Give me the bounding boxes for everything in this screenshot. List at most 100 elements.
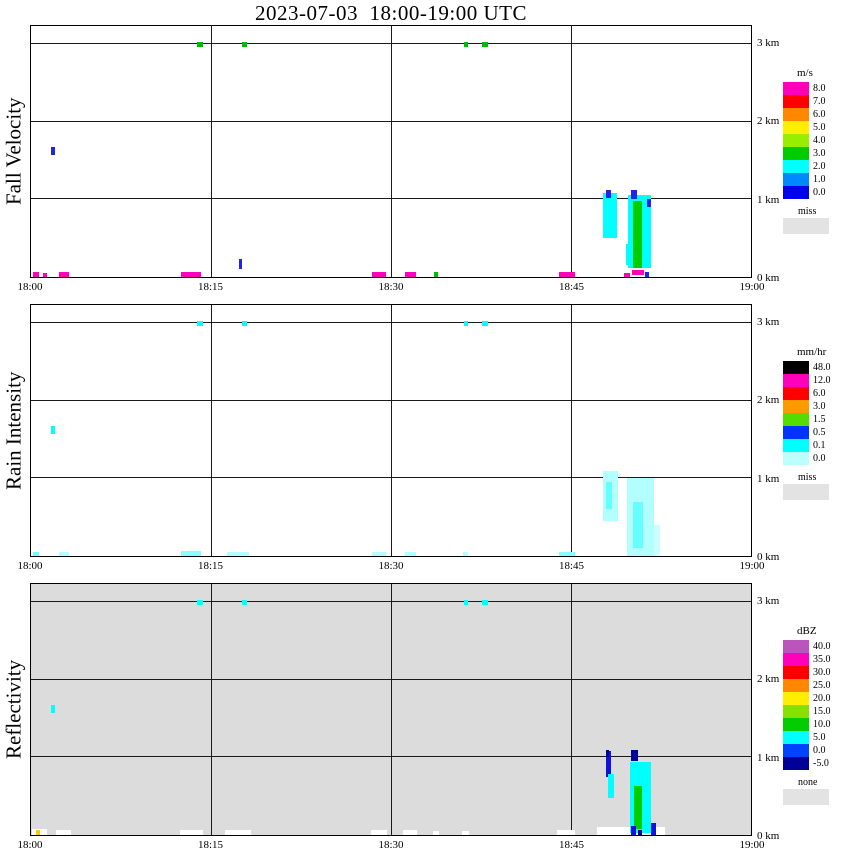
legend-label: 25.0	[813, 680, 831, 691]
x-tick-label: 18:45	[558, 281, 585, 293]
legend-entry: 8.0	[783, 82, 849, 95]
legend-entry: 5.0	[783, 731, 849, 744]
data-cell	[242, 41, 247, 47]
gridline-y	[31, 600, 751, 602]
legend-label: 2.0	[813, 161, 826, 172]
data-cell	[36, 829, 40, 835]
data-cell	[196, 41, 203, 47]
legend-rows: 40.0 35.0 30.0 25.0 20.0 15.0 10.0 5.0 0.0 -5.0	[783, 640, 849, 770]
time-axis-labels: 18:00 18:15 18:30 18:45 19:00	[17, 839, 764, 854]
y-tick-label: 3 km	[757, 595, 780, 607]
data-cell	[626, 243, 631, 266]
height-axis-labels: 3 km 2 km 1 km 0 km	[757, 304, 799, 563]
panel-axis-title: Fall Velocity	[1, 97, 26, 206]
data-cell	[463, 552, 469, 556]
legend-swatch	[783, 108, 809, 121]
data-cell	[196, 599, 203, 605]
legend-swatch	[783, 160, 809, 173]
legend-entry: 1.0	[783, 173, 849, 186]
plot-area	[30, 583, 752, 836]
panel-rain-intensity: Rain Intensity 3 km 2 km 1 km 0 km 18:00 18:…	[0, 304, 850, 572]
data-cell	[371, 552, 387, 556]
legend-swatch	[783, 731, 809, 744]
legend-missing-swatch	[783, 218, 829, 234]
data-cell	[603, 193, 618, 239]
data-cell	[482, 320, 489, 326]
legend-swatch	[783, 121, 809, 134]
legend-label: 0.5	[813, 427, 826, 438]
x-tick-label: 18:00	[17, 281, 43, 293]
data-cell	[461, 831, 469, 835]
data-cell	[371, 272, 387, 277]
color-legend: m/s 8.0 7.0 6.0 5.0 4.0 3.0 2.0 1.0 0.0 miss	[783, 67, 849, 234]
data-cell	[647, 199, 651, 208]
data-cell	[482, 41, 489, 47]
legend-entry: 5.0	[783, 121, 849, 134]
plot-area	[30, 304, 752, 557]
data-cell	[370, 830, 388, 835]
gridline-y	[31, 399, 751, 401]
data-cell	[179, 829, 203, 835]
legend-label: 8.0	[813, 83, 826, 94]
data-cell	[605, 749, 610, 758]
legend-missing-swatch	[783, 789, 829, 805]
data-cell	[633, 501, 643, 549]
panel-axis-title: Rain Intensity	[1, 371, 26, 490]
x-tick-label: 18:30	[378, 839, 404, 851]
data-cell	[242, 599, 247, 605]
y-tick-label: 2 km	[757, 115, 780, 128]
legend-swatch	[783, 653, 809, 666]
data-cell	[559, 552, 575, 556]
data-cell	[464, 599, 469, 605]
y-tick-label: 3 km	[757, 316, 780, 328]
y-tick-label: 3 km	[757, 37, 780, 49]
gridline-x	[391, 584, 392, 835]
x-tick-label: 18:15	[197, 560, 224, 572]
y-tick-label: 0 km	[757, 551, 780, 563]
legend-swatch	[783, 186, 809, 199]
legend-label: -5.0	[813, 758, 829, 769]
data-cell	[33, 552, 40, 556]
data-cell	[631, 750, 639, 762]
y-tick-label: 1 km	[757, 193, 780, 206]
data-cell	[482, 599, 489, 605]
data-cell	[242, 320, 247, 326]
legend-entry: 6.0	[783, 108, 849, 121]
gridline-x	[571, 305, 572, 556]
legend-entry: 7.0	[783, 95, 849, 108]
legend-entry: -5.0	[783, 757, 849, 770]
legend-label: 4.0	[813, 135, 826, 146]
legend-entry: 4.0	[783, 134, 849, 147]
legend-swatch	[783, 95, 809, 108]
data-cell	[238, 259, 243, 270]
legend-swatch	[783, 744, 809, 757]
data-cell	[638, 830, 643, 835]
y-tick-label: 1 km	[757, 472, 780, 485]
panel-reflectivity: Reflectivity 3 km 2 km 1 km 0 km 18:00 18:15…	[0, 583, 850, 851]
color-legend: dBZ 40.0 35.0 30.0 25.0 20.0 15.0 10.0 5.0 0.0 -5…	[783, 625, 849, 805]
legend-label: 5.0	[813, 732, 826, 743]
data-cell	[225, 830, 251, 835]
legend-label: 5.0	[813, 122, 826, 133]
data-cell	[651, 822, 656, 835]
legend-entry: 20.0	[783, 692, 849, 705]
legend-missing-label: none	[798, 777, 818, 788]
legend-missing: miss	[783, 472, 849, 500]
data-cell	[433, 831, 439, 835]
legend-entry: 3.0	[783, 147, 849, 160]
legend-swatch	[783, 426, 809, 439]
height-axis-labels: 3 km 2 km 1 km 0 km	[757, 25, 799, 284]
legend-entry: 6.0	[783, 387, 849, 400]
data-cell	[559, 272, 575, 277]
gridline-y	[31, 678, 751, 680]
legend-swatch	[783, 413, 809, 426]
legend-unit-label: m/s	[797, 67, 813, 79]
legend-swatch	[783, 400, 809, 413]
x-tick-label: 18:15	[197, 839, 224, 851]
legend-entry: 35.0	[783, 653, 849, 666]
legend-rows: 8.0 7.0 6.0 5.0 4.0 3.0 2.0 1.0 0.0	[783, 82, 849, 199]
legend-swatch	[783, 134, 809, 147]
legend-label: 0.0	[813, 453, 826, 464]
data-cell	[464, 41, 469, 47]
gridline-x	[211, 584, 212, 835]
